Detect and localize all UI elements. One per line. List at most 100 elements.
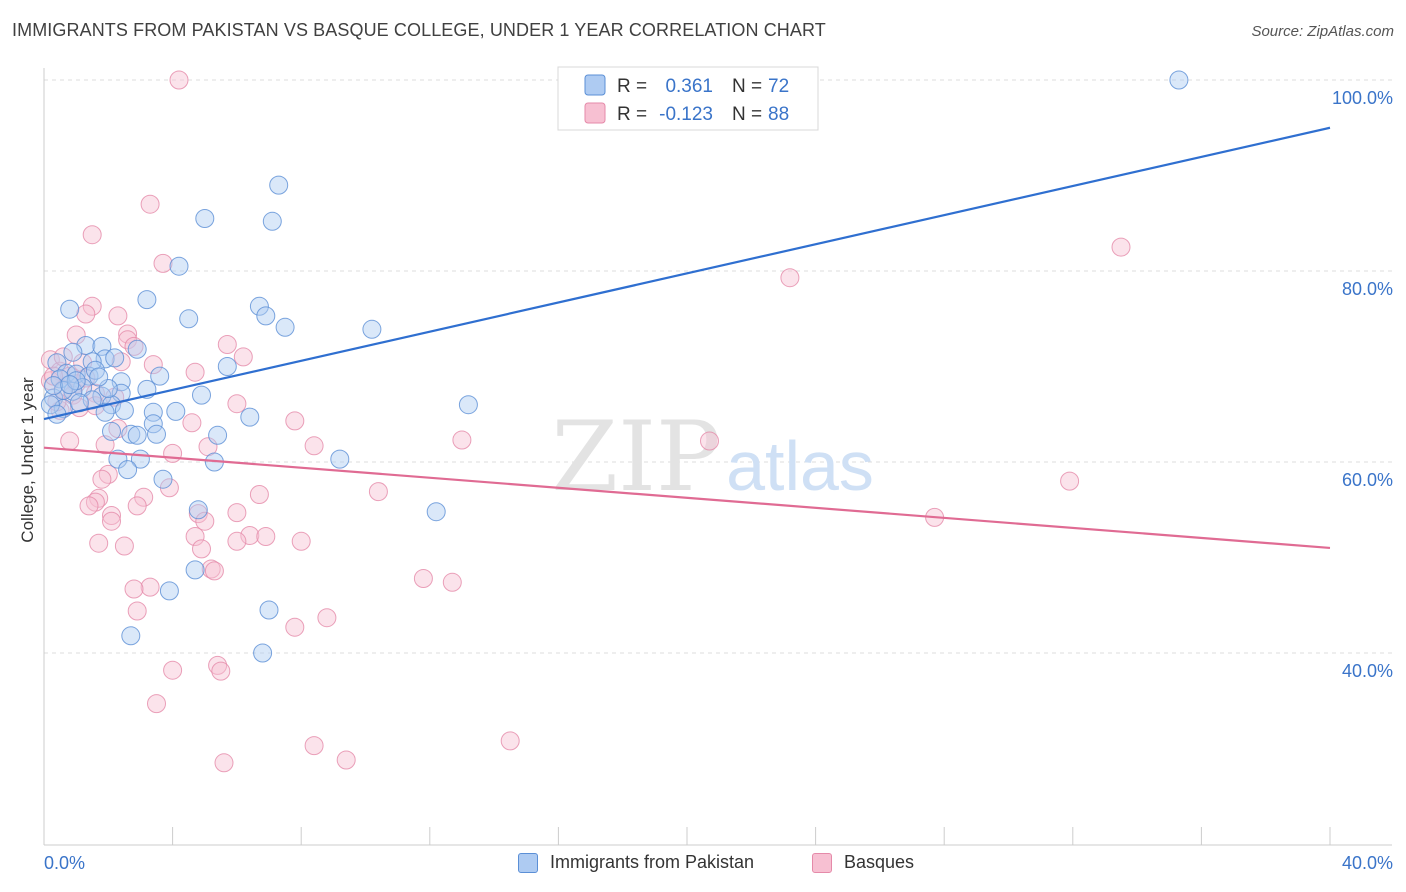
pakistan-point-71 (89, 367, 109, 387)
legend-n-value-2: 88 (768, 104, 789, 125)
basques-point-51 (227, 503, 247, 523)
watermark-zip: ZIP (551, 401, 720, 513)
axes (43, 68, 1392, 846)
pakistan-point-60 (253, 643, 273, 663)
legend-r-value-1: 0.361 (665, 76, 713, 97)
basques-trend-line (43, 446, 1331, 550)
pakistan-point-0 (1169, 70, 1189, 90)
pakistan-point-61 (40, 395, 60, 415)
basques-point-49 (79, 496, 99, 516)
pakistan-point-46 (147, 424, 166, 444)
basques-point-56 (185, 527, 205, 546)
basques-point-0 (169, 70, 189, 90)
basques-point-69 (124, 579, 144, 599)
basques-point-29 (285, 411, 305, 431)
legend-n-label-1: N = (732, 76, 762, 97)
basques-point-57 (240, 526, 260, 545)
basques-point-75 (163, 660, 183, 680)
basques-point-68 (140, 577, 160, 597)
legend-item-pakistan: Immigrants from Pakistan (518, 852, 754, 873)
basques-point-76 (147, 694, 166, 714)
pakistan-trend-line (43, 126, 1331, 421)
pakistan-point-18 (47, 353, 67, 373)
source-credit: Source: ZipAtlas.com (1251, 23, 1394, 40)
pakistan-point-36 (114, 400, 134, 420)
basques-point-41 (1060, 471, 1080, 491)
pakistan-point-47 (208, 425, 228, 445)
trend-lines (43, 126, 1331, 550)
legend-n-label-2: N = (732, 104, 762, 125)
series-legend: Immigrants from Pakistan Basques (0, 852, 1406, 878)
basques-point-77 (500, 731, 520, 751)
pakistan-point-7 (249, 296, 269, 316)
pakistan-point-2 (195, 209, 215, 228)
basques-point-54 (102, 511, 121, 531)
basques-point-3 (153, 253, 173, 273)
pakistan-point-53 (153, 469, 173, 489)
basques-point-37 (304, 436, 324, 456)
y-tick-label-1: 60.0% (1342, 470, 1393, 490)
y-tick-labels: 40.0% 60.0% 80.0% 100.0% (1332, 88, 1393, 681)
watermark-atlas: atlas (726, 427, 874, 505)
basques-point-26 (227, 394, 247, 414)
basques-point-30 (182, 413, 202, 433)
basques-point-2 (82, 225, 102, 245)
legend-item-basques: Basques (812, 852, 914, 873)
basques-point-78 (304, 736, 324, 756)
y-tick-label-3: 100.0% (1332, 88, 1393, 108)
basques-point-79 (336, 750, 356, 770)
pakistan-points (40, 70, 1189, 663)
legend-r-value-2: -0.123 (659, 104, 713, 125)
pakistan-point-19 (217, 357, 237, 376)
pakistan-point-23 (150, 366, 170, 386)
basques-point-52 (102, 506, 121, 525)
pakistan-point-56 (185, 560, 205, 580)
pakistan-point-58 (259, 600, 279, 620)
y-tick-label-2: 80.0% (1342, 279, 1393, 299)
pakistan-point-66 (105, 348, 125, 368)
basques-point-6 (82, 296, 102, 316)
pakistan-point-51 (330, 449, 350, 469)
basques-point-38 (163, 443, 183, 463)
basques-point-63 (192, 539, 211, 559)
legend-swatch-blue (584, 74, 606, 96)
pakistan-point-30 (192, 385, 211, 405)
basques-point-13 (233, 347, 253, 367)
gridlines (44, 79, 1392, 654)
pakistan-point-41 (458, 395, 478, 415)
basques-point-10 (118, 324, 138, 344)
basques-point-70 (127, 601, 147, 621)
pakistan-point-67 (60, 375, 80, 395)
basques-points (40, 70, 1131, 773)
basques-point-43 (368, 482, 388, 502)
pakistan-point-45 (127, 425, 147, 445)
legend-label-basques: Basques (844, 852, 915, 872)
pakistan-point-59 (121, 626, 141, 646)
basques-point-19 (185, 362, 205, 382)
basques-point-67 (442, 572, 462, 592)
basques-point-64 (201, 559, 221, 579)
pakistan-point-64 (44, 376, 64, 396)
legend-r-label-1: R = (617, 76, 647, 97)
legend-n-value-1: 72 (768, 76, 789, 97)
basques-point-59 (227, 531, 247, 551)
pakistan-point-11 (362, 319, 382, 339)
basques-point-55 (195, 511, 215, 531)
legend-swatch-pakistan (518, 852, 538, 873)
pakistan-point-57 (159, 581, 179, 601)
pakistan-point-42 (143, 414, 163, 434)
pakistan-point-15 (63, 342, 83, 362)
basques-point-73 (208, 655, 228, 675)
pakistan-point-14 (127, 339, 147, 359)
pakistan-point-9 (179, 309, 199, 329)
chart-title: IMMIGRANTS FROM PAKISTAN VS BASQUE COLLE… (12, 20, 826, 40)
basques-point-72 (285, 617, 305, 637)
x-tick-labels: 0.0% 40.0% (44, 853, 1393, 873)
legend-label-pakistan: Immigrants from Pakistan (550, 852, 755, 872)
pakistan-point-3 (262, 211, 282, 231)
basques-point-5 (1111, 237, 1131, 257)
pakistan-point-37 (95, 402, 115, 422)
pakistan-point-55 (426, 502, 446, 522)
pakistan-point-52 (118, 460, 138, 480)
pakistan-point-1 (269, 175, 289, 195)
